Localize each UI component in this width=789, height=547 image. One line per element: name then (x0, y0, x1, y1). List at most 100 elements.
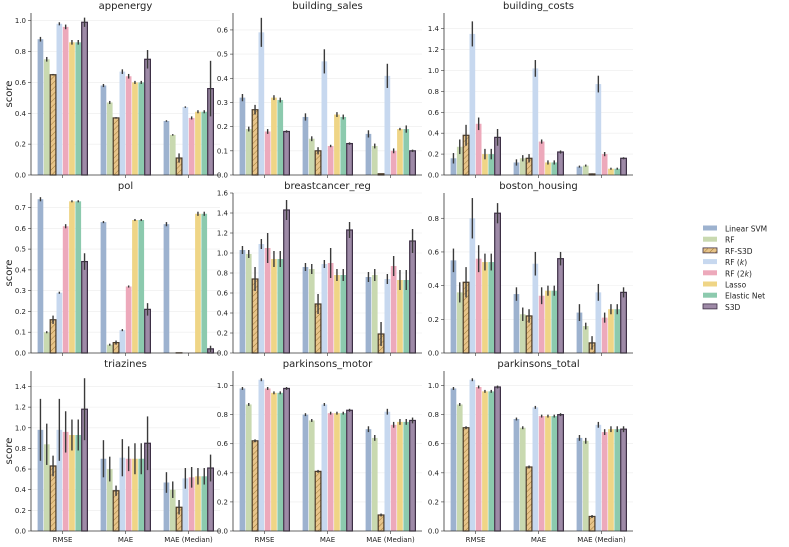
bar-rf (371, 275, 378, 353)
bar-s3d (144, 443, 151, 531)
y-tick-label: 1.0 (217, 382, 228, 390)
bar-rf (169, 134, 176, 175)
bar-rf-k (182, 107, 189, 175)
bar-lasso (608, 168, 614, 175)
x-tick-label: RMSE (466, 536, 486, 544)
bar-rf-k (595, 292, 602, 353)
x-tick-label: MAE (Median) (366, 536, 415, 544)
bar-rf-k (182, 478, 189, 531)
y-tick-label: 0.4 (428, 282, 440, 290)
legend-label: Linear SVM (725, 225, 767, 234)
bar-elastic-net (488, 262, 495, 353)
bar-rf (519, 158, 526, 175)
y-tick-label: 1.0 (428, 382, 439, 390)
bar-rf-k (469, 218, 476, 353)
bar-s3d (494, 213, 501, 353)
bar-lasso (397, 421, 403, 531)
bar-rf (456, 292, 463, 353)
y-tick-label: 0.3 (217, 99, 228, 107)
legend: Linear SVM RF RF-S3D RF (k) RF (2k) Lasso Elas… (702, 225, 767, 312)
panel-parkinsons-total: 0.0 0.2 0.4 0.6 0.8 1.0 RMSE MAE MAE (Median) par… (428, 359, 633, 544)
bar-rf-2k (188, 117, 195, 175)
bar-rf-2k (125, 458, 132, 531)
bar-rf (519, 314, 526, 353)
legend-item-rf-2k: RF (2k) (703, 269, 752, 278)
y-tick-label: 0.6 (428, 248, 440, 256)
bar-rf-2k (62, 431, 69, 531)
x-tick-label: RMSE (53, 536, 73, 544)
plot-area (444, 193, 633, 353)
bar-lasso (132, 82, 138, 175)
bar-rf-2k (538, 141, 545, 175)
y-tick-label: 0.6 (428, 109, 440, 117)
bar-elastic-net (340, 413, 347, 531)
y-tick-label: 0.8 (428, 411, 439, 419)
panel-title: building_sales (292, 1, 363, 12)
legend-label: RF (725, 236, 735, 245)
bar-lasso (195, 111, 201, 175)
x-tick-label: MAE (320, 536, 335, 544)
bar-linear-svm (239, 250, 246, 353)
bar-lasso (397, 280, 403, 353)
bar-linear-svm (100, 222, 107, 353)
plot-area (444, 13, 633, 175)
plot-area (31, 371, 220, 531)
panel-title: parkinsons_motor (283, 359, 373, 370)
bar-lasso (482, 391, 488, 531)
bar-rf-k (119, 71, 126, 175)
y-tick-label: 0.0 (217, 350, 228, 358)
bar-rf (456, 404, 463, 531)
bar-rf (106, 469, 113, 531)
y-tick-label: 0.6 (15, 225, 27, 233)
bar-rf-k (56, 429, 63, 531)
y-tick-label: 0.0 (15, 528, 26, 536)
y-tick-label: 0.0 (428, 350, 439, 358)
y-tick-label: 0.0 (428, 172, 439, 180)
panel-building-sales: 0.0 0.1 0.2 0.3 0.4 0.5 0.6 building_sales (217, 1, 422, 180)
y-tick-label: 0.0 (217, 172, 228, 180)
bar-lasso (69, 435, 75, 531)
bar-linear-svm (239, 97, 246, 175)
y-tick-label: 0.8 (217, 270, 228, 278)
legend-swatch (703, 281, 717, 287)
bar-rf-k (56, 292, 63, 353)
y-tick-label: 0.2 (428, 316, 439, 324)
bar-rf-s3d-hatch (251, 109, 259, 176)
legend-label: RF (k) (725, 258, 747, 267)
legend-swatch (703, 292, 717, 298)
y-tick-label: 0.7 (15, 204, 26, 212)
bar-s3d (81, 409, 88, 531)
bar-elastic-net (201, 111, 208, 175)
bar-rf (582, 440, 589, 531)
bar-lasso (334, 114, 340, 175)
bar-elastic-net (488, 391, 495, 531)
bar-rf-2k (62, 226, 69, 353)
bar-rf-2k (601, 154, 608, 175)
bar-lasso (334, 413, 340, 531)
panel-breastcancer-reg: 0.0 0.2 0.4 0.6 0.8 1.0 1.2 1.4 1.6 breastcancer_… (217, 181, 422, 358)
bar-s3d (346, 230, 353, 353)
bar-elastic-net (201, 213, 208, 353)
panel-title: parkinsons_total (497, 359, 579, 370)
legend-item-lasso: Lasso (703, 281, 747, 290)
panel-title: boston_housing (499, 181, 578, 192)
bar-rf-s3d-hatch (314, 470, 322, 532)
legend-label: RF-S3D (725, 247, 753, 256)
bar-linear-svm (576, 312, 583, 353)
bar-rf-2k (327, 145, 334, 175)
bar-elastic-net (201, 476, 208, 531)
y-tick-label: 0.2 (15, 141, 26, 149)
legend-swatch (703, 225, 717, 231)
panel-title: pol (118, 181, 133, 192)
y-tick-label: 0.6 (217, 290, 229, 298)
bar-rf-s3d-hatch (251, 440, 259, 532)
y-tick-label: 1.4 (428, 25, 440, 33)
y-tick-label: 0.0 (15, 350, 26, 358)
panel-appenergy: 0.0 0.2 0.4 0.6 0.8 1.0 appenergy score (4, 1, 220, 180)
bar-rf-k (469, 379, 476, 531)
bar-linear-svm (513, 294, 520, 353)
bar-s3d (620, 158, 627, 175)
bar-s3d (409, 150, 416, 175)
bar-elastic-net (551, 416, 558, 531)
y-tick-label: 0.5 (15, 246, 26, 254)
